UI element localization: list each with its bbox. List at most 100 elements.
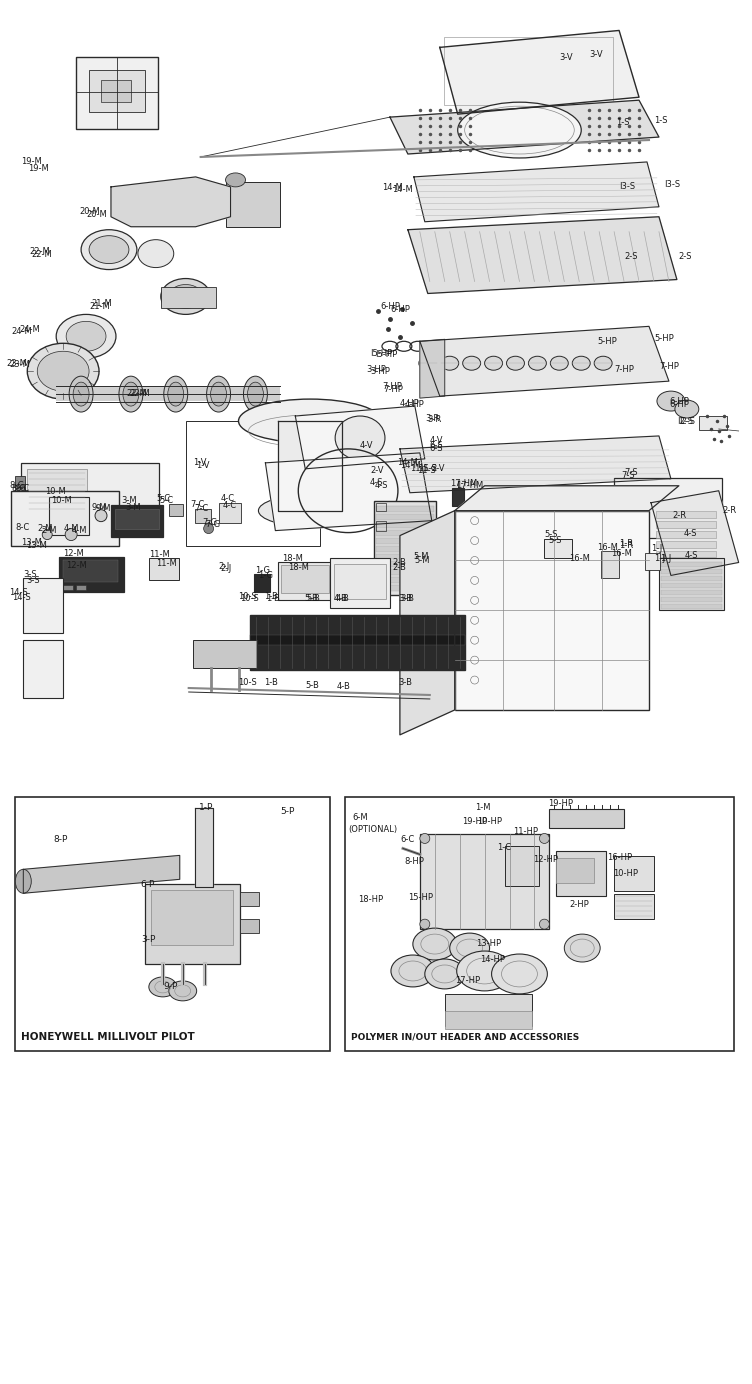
Bar bbox=[15, 476, 26, 501]
Text: 3-P: 3-P bbox=[141, 934, 155, 944]
Ellipse shape bbox=[564, 934, 600, 962]
Text: 8-C: 8-C bbox=[15, 484, 29, 493]
Ellipse shape bbox=[450, 933, 490, 963]
Text: 1-V: 1-V bbox=[193, 458, 206, 468]
Bar bbox=[556, 851, 606, 897]
Polygon shape bbox=[440, 30, 639, 113]
Bar bbox=[656, 530, 716, 537]
Bar bbox=[656, 551, 716, 558]
Polygon shape bbox=[278, 421, 342, 511]
Text: 16-M: 16-M bbox=[597, 543, 618, 552]
Text: 5-P: 5-P bbox=[280, 807, 295, 817]
Text: 13-HP: 13-HP bbox=[475, 938, 501, 948]
Bar bbox=[281, 566, 329, 594]
Polygon shape bbox=[408, 217, 677, 293]
Text: 22-M: 22-M bbox=[126, 389, 147, 397]
Text: 1-G: 1-G bbox=[256, 566, 271, 574]
Bar bbox=[374, 501, 435, 595]
Ellipse shape bbox=[425, 959, 465, 990]
Ellipse shape bbox=[335, 417, 385, 459]
Text: 4-S: 4-S bbox=[370, 479, 384, 487]
Text: 9-M: 9-M bbox=[91, 504, 107, 512]
Text: 1-S: 1-S bbox=[616, 118, 629, 126]
Ellipse shape bbox=[484, 356, 502, 370]
Text: 10-HP: 10-HP bbox=[477, 817, 502, 826]
Text: 3-HP: 3-HP bbox=[366, 365, 386, 374]
Ellipse shape bbox=[161, 278, 211, 314]
Text: 18-M: 18-M bbox=[288, 563, 309, 572]
Bar bbox=[145, 884, 239, 965]
Ellipse shape bbox=[594, 356, 612, 370]
Ellipse shape bbox=[226, 173, 245, 187]
Bar bbox=[661, 584, 722, 588]
Ellipse shape bbox=[675, 400, 699, 418]
Bar bbox=[614, 477, 722, 537]
Text: 3-HP: 3-HP bbox=[370, 367, 390, 375]
Text: 11-S: 11-S bbox=[417, 466, 435, 475]
Bar bbox=[376, 554, 434, 559]
Text: 1-P: 1-P bbox=[199, 803, 213, 812]
Ellipse shape bbox=[462, 356, 481, 370]
Bar bbox=[376, 522, 434, 527]
Ellipse shape bbox=[419, 356, 437, 370]
Text: I2-S: I2-S bbox=[677, 417, 693, 425]
Bar bbox=[250, 616, 465, 670]
Text: 8-G: 8-G bbox=[11, 484, 26, 493]
Bar bbox=[614, 857, 654, 891]
Text: 5-M: 5-M bbox=[415, 556, 430, 565]
Text: 2-M: 2-M bbox=[38, 525, 53, 533]
Bar bbox=[345, 797, 734, 1050]
Text: 2-B: 2-B bbox=[392, 563, 406, 572]
Text: 5-C: 5-C bbox=[160, 497, 174, 505]
Polygon shape bbox=[400, 511, 455, 735]
Text: 16-HP: 16-HP bbox=[607, 853, 632, 862]
Bar bbox=[376, 520, 386, 530]
Text: 11-S: 11-S bbox=[410, 464, 429, 473]
Text: 24-M: 24-M bbox=[20, 325, 40, 334]
Text: 24-M: 24-M bbox=[11, 327, 32, 336]
Text: 4-C: 4-C bbox=[223, 501, 237, 511]
Bar bbox=[89, 71, 145, 112]
Bar bbox=[239, 919, 259, 933]
Text: 6-HP: 6-HP bbox=[390, 304, 410, 314]
Bar bbox=[254, 574, 271, 592]
Ellipse shape bbox=[207, 376, 231, 412]
Bar bbox=[376, 577, 434, 584]
Bar bbox=[193, 641, 257, 668]
Ellipse shape bbox=[27, 343, 99, 399]
Text: 6-HP: 6-HP bbox=[669, 397, 689, 406]
Text: 5-C: 5-C bbox=[157, 494, 171, 504]
Text: 8-G: 8-G bbox=[9, 482, 25, 490]
Bar bbox=[376, 502, 386, 511]
Bar bbox=[614, 894, 654, 919]
Text: 1-B: 1-B bbox=[265, 678, 278, 686]
Text: 4-B: 4-B bbox=[336, 681, 350, 691]
Text: 5-B: 5-B bbox=[305, 681, 319, 689]
Text: 13-M: 13-M bbox=[21, 538, 42, 547]
Text: 1-R: 1-R bbox=[619, 538, 633, 548]
Ellipse shape bbox=[539, 833, 550, 843]
Ellipse shape bbox=[95, 509, 107, 522]
Ellipse shape bbox=[657, 392, 685, 411]
Text: 12-M: 12-M bbox=[66, 561, 87, 570]
Ellipse shape bbox=[66, 321, 106, 352]
Text: 1-J: 1-J bbox=[660, 554, 672, 563]
Bar bbox=[556, 858, 594, 883]
Text: 11-M: 11-M bbox=[156, 559, 177, 567]
Ellipse shape bbox=[65, 529, 77, 541]
Text: 4-S: 4-S bbox=[685, 551, 699, 561]
Text: 18-M: 18-M bbox=[282, 554, 303, 563]
Ellipse shape bbox=[15, 869, 32, 893]
Text: 7-HP: 7-HP bbox=[614, 365, 634, 374]
Text: 14-S: 14-S bbox=[9, 588, 28, 597]
Text: 7-G: 7-G bbox=[202, 518, 218, 527]
Ellipse shape bbox=[391, 955, 435, 987]
Text: 6-HP: 6-HP bbox=[380, 302, 400, 311]
Ellipse shape bbox=[168, 285, 202, 309]
Text: 7-G: 7-G bbox=[205, 520, 221, 529]
Bar bbox=[21, 462, 159, 523]
Text: 1-J: 1-J bbox=[651, 544, 663, 554]
Ellipse shape bbox=[413, 929, 456, 960]
Bar bbox=[376, 530, 434, 536]
Bar bbox=[444, 1010, 532, 1028]
